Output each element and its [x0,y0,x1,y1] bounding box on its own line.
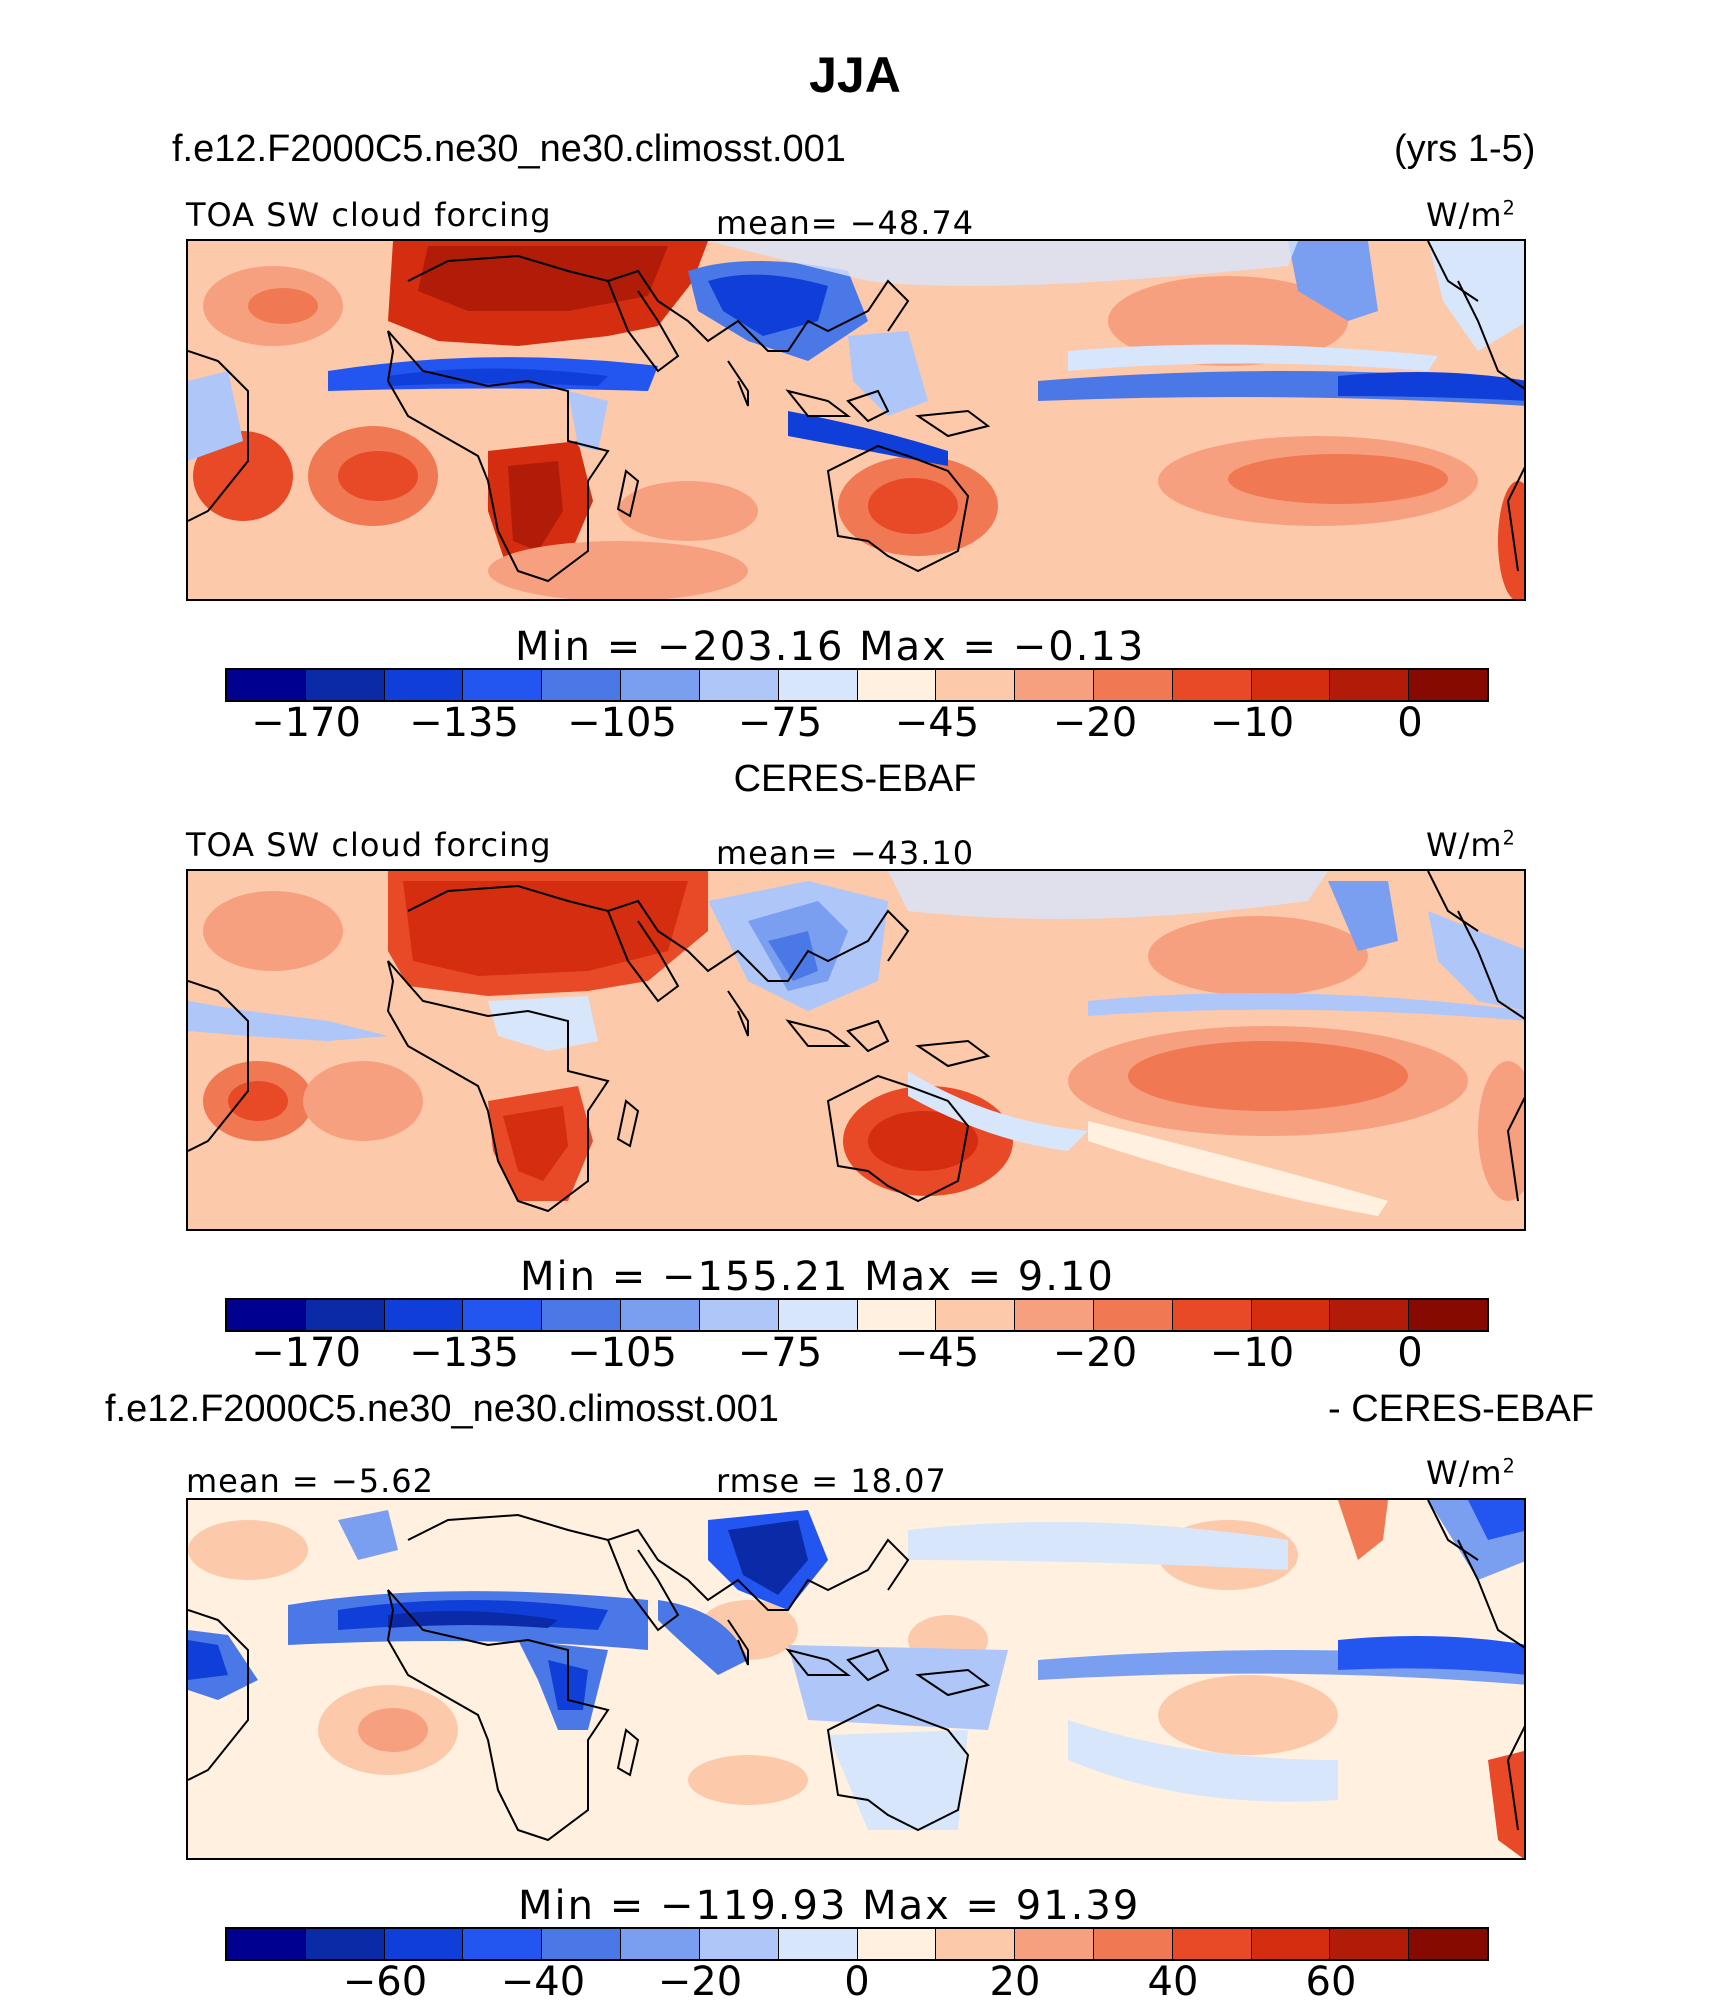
panel3-colorbar-tick: −20 [657,1959,743,2005]
panel3-colorbar-swatch [699,1929,779,1959]
panel1-colorbar-swatch [1093,670,1173,700]
panel2-colorbar-swatch [1093,1300,1173,1330]
panel1-colorbar-swatch [542,670,622,700]
panel3-colorbar [225,1927,1489,1961]
panel1-colorbar [225,668,1489,702]
panel1-colorbar-swatch [936,670,1016,700]
panel1-mean-label: mean= −48.74 [716,204,975,242]
panel1-case-name: f.e12.F2000C5.ne30_ne30.climosst.001 [172,128,846,170]
panel2-colorbar-swatch [542,1300,622,1330]
panel1-colorbar-tick: −20 [1052,700,1138,746]
panel3-map [186,1498,1526,1860]
panel2-colorbar-swatch [1172,1300,1252,1330]
panel3-case-name: f.e12.F2000C5.ne30_ne30.climosst.001 [105,1388,779,1430]
panel2-colorbar-swatch [463,1300,543,1330]
panel2-colorbar-tick: −20 [1052,1330,1138,1376]
panel3-colorbar-tick: −60 [342,1959,428,2005]
panel3-colorbar-swatch [857,1929,937,1959]
panel1-units: W/m2 [1426,196,1516,234]
panel3-colorbar-swatch [1015,1929,1094,1959]
panel2-variable-label: TOA SW cloud forcing [186,826,552,864]
panel3-rmse-label: rmse = 18.07 [716,1462,947,1500]
panel2-colorbar-swatch [384,1300,464,1330]
panel3-case-suffix: - CERES-EBAF [1328,1388,1595,1430]
panel2-colorbar-swatch [778,1300,858,1330]
panel3-mean-label: mean = −5.62 [186,1462,434,1500]
panel2-colorbar-swatch [936,1300,1016,1330]
panel2-units: W/m2 [1426,826,1516,864]
panel1-minmax: Min = −203.16 Max = −0.13 [515,624,1146,670]
panel2-colorbar-tick: 0 [1397,1330,1423,1376]
panel1-map [186,239,1526,601]
panel3-colorbar-swatch [384,1929,464,1959]
panel2-colorbar-swatch [227,1300,306,1330]
panel1-colorbar-swatch [384,670,464,700]
panel1-colorbar-swatch [857,670,937,700]
panel2-colorbar-swatch [1015,1300,1094,1330]
panel1-colorbar-swatch [1172,670,1252,700]
panel2-colorbar-swatch [621,1300,700,1330]
panel1-colorbar-swatch [778,670,858,700]
panel1-colorbar-tick: −105 [567,700,677,746]
panel1-colorbar-tick: −10 [1209,700,1295,746]
panel3-colorbar-tick: −40 [500,1959,586,2005]
panel2-minmax: Min = −155.21 Max = 9.10 [520,1254,1115,1300]
panel1-colorbar-tick: −45 [894,700,980,746]
panel2-colorbar-swatch [1251,1300,1331,1330]
panel1-variable-label: TOA SW cloud forcing [186,196,552,234]
panel1-years: (yrs 1-5) [1394,128,1536,170]
panel2-colorbar-swatch [857,1300,937,1330]
panel3-colorbar-swatch [542,1929,622,1959]
panel3-colorbar-tick: 60 [1305,1959,1357,2005]
panel2-colorbar-tick: −10 [1209,1330,1295,1376]
panel1-colorbar-tick: −75 [737,700,823,746]
panel1-colorbar-swatch [621,670,700,700]
panel3-colorbar-swatch [778,1929,858,1959]
panel2-colorbar-swatch [699,1300,779,1330]
panel3-minmax: Min = −119.93 Max = 91.39 [518,1883,1141,1929]
panel2-colorbar-swatch [1330,1300,1410,1330]
panel3-colorbar-tick: 0 [844,1959,870,2005]
panel1-colorbar-tick: 0 [1397,700,1423,746]
panel1-colorbar-tick: −170 [251,700,361,746]
panel3-colorbar-swatch [1330,1929,1410,1959]
panel3-colorbar-swatch [305,1929,385,1959]
panel3-colorbar-swatch [1093,1929,1173,1959]
panel2-colorbar-tick: −45 [894,1330,980,1376]
panel3-colorbar-swatch [1172,1929,1252,1959]
panel1-colorbar-swatch [699,670,779,700]
panel2-colorbar-tick: −75 [737,1330,823,1376]
panel1-colorbar-swatch [1251,670,1331,700]
panel2-colorbar-tick: −135 [409,1330,519,1376]
panel1-colorbar-swatch [1409,670,1487,700]
panel3-colorbar-swatch [621,1929,700,1959]
panel2-colorbar-swatch [1409,1300,1487,1330]
panel1-colorbar-swatch [227,670,306,700]
panel2-map [186,869,1526,1231]
panel3-colorbar-swatch [463,1929,543,1959]
panel2-colorbar-tick: −105 [567,1330,677,1376]
panel3-colorbar-swatch [1409,1929,1487,1959]
panel3-colorbar-swatch [1251,1929,1331,1959]
figure-title: JJA [809,47,901,103]
panel1-colorbar-swatch [1015,670,1094,700]
panel2-mean-label: mean= −43.10 [716,834,975,872]
panel2-colorbar-swatch [305,1300,385,1330]
panel1-colorbar-swatch [305,670,385,700]
panel3-colorbar-swatch [936,1929,1016,1959]
panel3-colorbar-swatch [227,1929,306,1959]
panel1-colorbar-tick: −135 [409,700,519,746]
panel1-colorbar-swatch [1330,670,1410,700]
panel2-colorbar-tick: −170 [251,1330,361,1376]
panel3-colorbar-tick: 20 [989,1959,1041,2005]
panel3-colorbar-tick: 40 [1147,1959,1199,2005]
panel2-colorbar [225,1298,1489,1332]
panel1-colorbar-swatch [463,670,543,700]
panel3-units: W/m2 [1426,1454,1516,1492]
panel2-case-name: CERES-EBAF [733,758,977,800]
